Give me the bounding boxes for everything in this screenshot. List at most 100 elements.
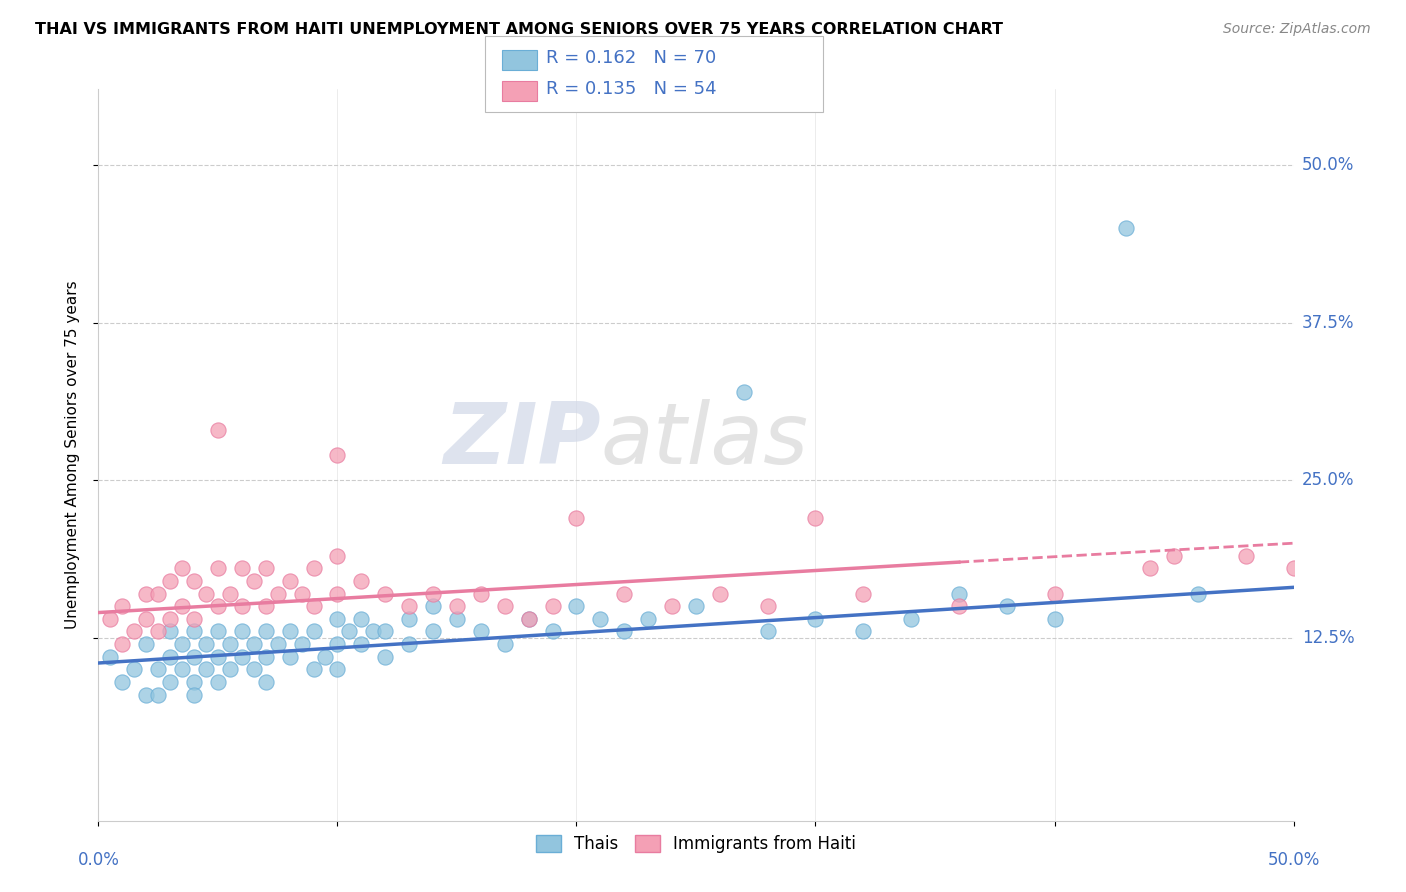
Text: 50.0%: 50.0% bbox=[1302, 156, 1354, 174]
Immigrants from Haiti bbox=[159, 612, 181, 626]
Thais bbox=[374, 624, 396, 639]
Immigrants from Haiti bbox=[231, 561, 253, 575]
Text: THAI VS IMMIGRANTS FROM HAITI UNEMPLOYMENT AMONG SENIORS OVER 75 YEARS CORRELATI: THAI VS IMMIGRANTS FROM HAITI UNEMPLOYME… bbox=[35, 22, 1002, 37]
Thais bbox=[207, 674, 229, 689]
Thais bbox=[135, 637, 157, 651]
Thais bbox=[148, 688, 170, 702]
Immigrants from Haiti bbox=[219, 587, 242, 601]
Thais bbox=[565, 599, 588, 614]
Thais bbox=[302, 662, 325, 676]
Text: 12.5%: 12.5% bbox=[1302, 629, 1354, 647]
Immigrants from Haiti bbox=[494, 599, 516, 614]
Immigrants from Haiti bbox=[948, 599, 970, 614]
Thais bbox=[326, 637, 349, 651]
Thais bbox=[422, 624, 444, 639]
Thais bbox=[302, 624, 325, 639]
Immigrants from Haiti bbox=[422, 587, 444, 601]
Thais bbox=[852, 624, 875, 639]
Thais bbox=[350, 612, 373, 626]
Immigrants from Haiti bbox=[326, 587, 349, 601]
Immigrants from Haiti bbox=[135, 587, 157, 601]
Immigrants from Haiti bbox=[1234, 549, 1257, 563]
Thais bbox=[254, 624, 277, 639]
Immigrants from Haiti bbox=[183, 612, 205, 626]
Thais bbox=[291, 637, 314, 651]
Thais bbox=[374, 649, 396, 664]
Immigrants from Haiti bbox=[1139, 561, 1161, 575]
Thais bbox=[470, 624, 492, 639]
Thais bbox=[183, 674, 205, 689]
Immigrants from Haiti bbox=[541, 599, 564, 614]
Immigrants from Haiti bbox=[661, 599, 683, 614]
Immigrants from Haiti bbox=[613, 587, 636, 601]
Immigrants from Haiti bbox=[207, 423, 229, 437]
Text: ZIP: ZIP bbox=[443, 399, 600, 482]
Thais bbox=[159, 624, 181, 639]
Thais bbox=[243, 662, 266, 676]
Thais bbox=[339, 624, 361, 639]
Immigrants from Haiti bbox=[565, 511, 588, 525]
Text: Source: ZipAtlas.com: Source: ZipAtlas.com bbox=[1223, 22, 1371, 37]
Thais bbox=[243, 637, 266, 651]
Thais bbox=[637, 612, 659, 626]
Immigrants from Haiti bbox=[148, 624, 170, 639]
Thais bbox=[183, 649, 205, 664]
Immigrants from Haiti bbox=[207, 561, 229, 575]
Thais bbox=[159, 674, 181, 689]
Thais bbox=[195, 662, 218, 676]
Thais bbox=[219, 637, 242, 651]
Thais bbox=[183, 688, 205, 702]
Immigrants from Haiti bbox=[1163, 549, 1185, 563]
Thais bbox=[589, 612, 612, 626]
Thais bbox=[183, 624, 205, 639]
Thais bbox=[267, 637, 290, 651]
Thais bbox=[446, 612, 468, 626]
Immigrants from Haiti bbox=[267, 587, 290, 601]
Thais bbox=[111, 674, 134, 689]
Legend: Thais, Immigrants from Haiti: Thais, Immigrants from Haiti bbox=[529, 829, 863, 860]
Thais bbox=[1187, 587, 1209, 601]
Immigrants from Haiti bbox=[172, 599, 194, 614]
Immigrants from Haiti bbox=[326, 448, 349, 462]
Thais bbox=[254, 649, 277, 664]
Thais bbox=[398, 612, 420, 626]
Immigrants from Haiti bbox=[111, 599, 134, 614]
Thais bbox=[804, 612, 827, 626]
Immigrants from Haiti bbox=[183, 574, 205, 588]
Text: 0.0%: 0.0% bbox=[77, 851, 120, 869]
Thais bbox=[613, 624, 636, 639]
Immigrants from Haiti bbox=[124, 624, 146, 639]
Immigrants from Haiti bbox=[243, 574, 266, 588]
Thais bbox=[326, 662, 349, 676]
Thais bbox=[172, 637, 194, 651]
Thais bbox=[326, 612, 349, 626]
Immigrants from Haiti bbox=[254, 599, 277, 614]
Immigrants from Haiti bbox=[470, 587, 492, 601]
Thais bbox=[422, 599, 444, 614]
Thais bbox=[231, 624, 253, 639]
Thais bbox=[948, 587, 970, 601]
Thais bbox=[398, 637, 420, 651]
Immigrants from Haiti bbox=[709, 587, 731, 601]
Immigrants from Haiti bbox=[159, 574, 181, 588]
Immigrants from Haiti bbox=[302, 561, 325, 575]
Thais bbox=[219, 662, 242, 676]
Immigrants from Haiti bbox=[278, 574, 301, 588]
Immigrants from Haiti bbox=[756, 599, 779, 614]
Thais bbox=[207, 624, 229, 639]
Thais bbox=[159, 649, 181, 664]
Immigrants from Haiti bbox=[446, 599, 468, 614]
Thais bbox=[172, 662, 194, 676]
Immigrants from Haiti bbox=[852, 587, 875, 601]
Thais bbox=[315, 649, 337, 664]
Text: 25.0%: 25.0% bbox=[1302, 471, 1354, 489]
Thais bbox=[135, 688, 157, 702]
Thais bbox=[124, 662, 146, 676]
Thais bbox=[494, 637, 516, 651]
Thais bbox=[148, 662, 170, 676]
Thais bbox=[207, 649, 229, 664]
Thais bbox=[685, 599, 707, 614]
Immigrants from Haiti bbox=[1282, 561, 1305, 575]
Thais bbox=[195, 637, 218, 651]
Thais bbox=[995, 599, 1018, 614]
